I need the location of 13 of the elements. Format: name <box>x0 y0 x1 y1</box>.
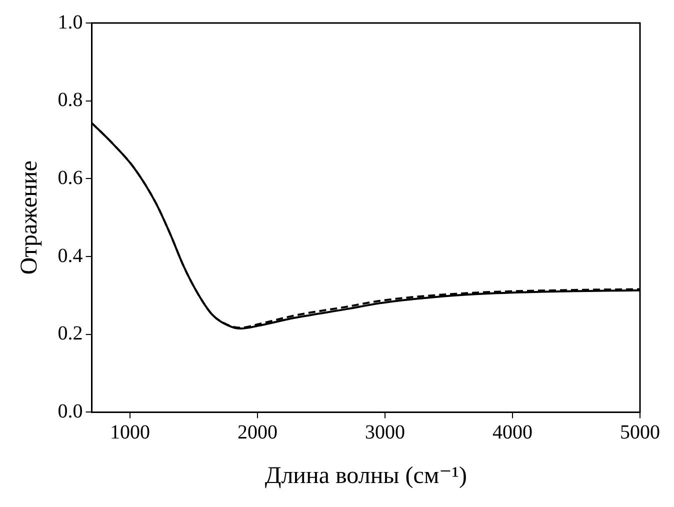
y-tick-label: 1.0 <box>58 11 83 34</box>
x-axis-title: Длина волны (см⁻¹) <box>264 462 467 489</box>
x-tick-label: 1000 <box>110 421 150 444</box>
x-tick-label: 4000 <box>492 421 533 444</box>
x-tick-label: 2000 <box>238 421 278 444</box>
x-tick-label: 5000 <box>620 421 660 444</box>
y-tick-label: 0.6 <box>58 166 83 189</box>
y-tick-label: 0.2 <box>58 322 83 345</box>
y-tick-label: 0.0 <box>58 400 83 422</box>
x-tick-label: 3000 <box>365 421 406 444</box>
y-tick-label: 0.8 <box>58 89 83 112</box>
y-axis-title: Отражение <box>16 160 43 275</box>
y-tick-label: 0.4 <box>58 244 83 267</box>
